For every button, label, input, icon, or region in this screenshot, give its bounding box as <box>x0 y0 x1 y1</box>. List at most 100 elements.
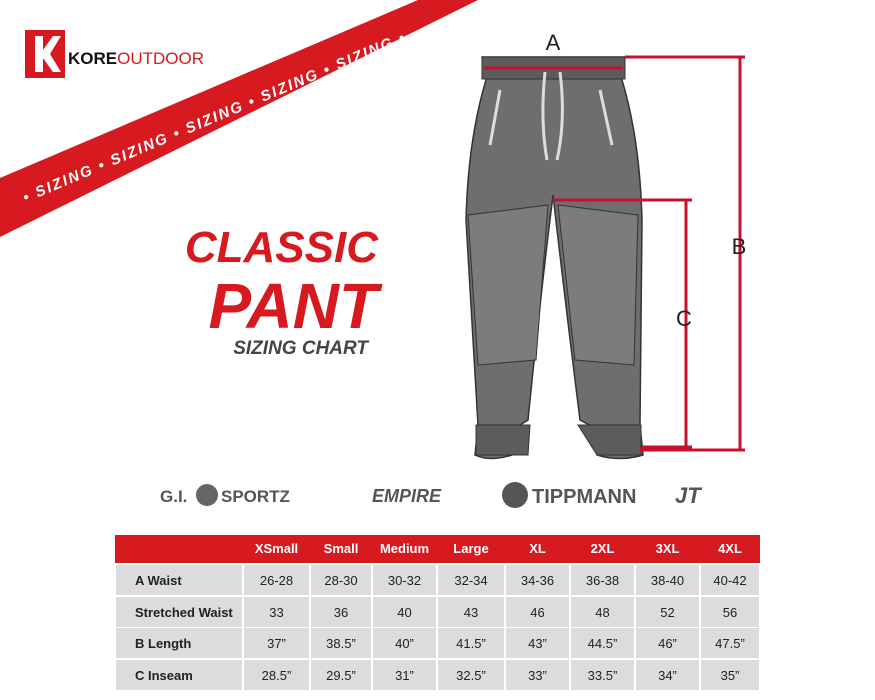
cell-bg <box>571 628 634 658</box>
cell-bg <box>373 628 436 658</box>
cell-bg <box>701 660 759 690</box>
column-header: Medium <box>380 541 429 556</box>
cell-bg <box>701 628 759 658</box>
cell: 33” <box>528 668 547 683</box>
cell: 40” <box>395 636 414 651</box>
title-line1: CLASSIC <box>185 223 379 272</box>
size-table: XSmall Small Medium Large XL 2XL 3XL 4XL A Waist… <box>115 535 760 700</box>
column-header: 4XL <box>718 541 742 556</box>
cell: 48 <box>595 605 609 620</box>
brand: TIPPMANN <box>532 486 636 508</box>
cell-bg <box>506 660 569 690</box>
pockets <box>488 89 614 146</box>
cell: 43” <box>528 636 547 651</box>
dimensions <box>484 55 745 452</box>
cell-bg <box>506 565 569 595</box>
row-label: B Length <box>135 636 191 651</box>
column-header: Small <box>324 541 359 556</box>
column-header: 3XL <box>656 541 680 556</box>
cell-bg <box>116 565 242 595</box>
cell: 43 <box>464 605 478 620</box>
column-header: Large <box>453 541 488 556</box>
brand-star <box>196 484 218 506</box>
cell: 41.5” <box>456 636 486 651</box>
banner-band <box>0 0 478 237</box>
cell: 30-32 <box>388 573 421 588</box>
cell-bg <box>438 660 504 690</box>
cell: 28-30 <box>324 573 357 588</box>
brand: JT <box>675 483 702 508</box>
cell: 40-42 <box>713 573 746 588</box>
cell-bg <box>311 597 371 627</box>
cell: 29.5” <box>326 668 356 683</box>
brand: G.I. <box>160 487 187 506</box>
logo-text: KOREOUTDOOR <box>68 49 204 68</box>
knee-panel-right <box>557 204 639 366</box>
cell-bg <box>244 597 309 627</box>
brand: EMPIRE <box>372 486 442 506</box>
brand: SPORTZ <box>221 487 290 506</box>
dim-label: A <box>546 30 561 55</box>
cell-bg <box>701 597 759 627</box>
cell: 36 <box>334 605 348 620</box>
cell: 34-36 <box>521 573 554 588</box>
cell-bg <box>373 597 436 627</box>
logo-k <box>35 36 61 72</box>
logo-suffix: OUTDOOR <box>117 49 204 68</box>
dim-label: B <box>732 234 747 259</box>
row-label: C Inseam <box>135 668 193 683</box>
cell-bg <box>311 628 371 658</box>
cell-bg <box>701 565 759 595</box>
dim-label: C <box>676 306 692 331</box>
cell: 32.5” <box>456 668 486 683</box>
cell: 33 <box>269 605 283 620</box>
cell-bg <box>636 565 699 595</box>
cell-bg <box>311 660 371 690</box>
cell-bg <box>373 565 436 595</box>
cell: 44.5” <box>588 636 618 651</box>
knee-panel-left <box>467 204 549 366</box>
cell-bg <box>636 660 699 690</box>
brand-icon <box>502 482 528 508</box>
column-header: XSmall <box>255 541 298 556</box>
cell: 52 <box>660 605 674 620</box>
cell: 35” <box>721 668 740 683</box>
cell-bg <box>116 597 242 627</box>
cell-bg <box>244 565 309 595</box>
cuffs <box>475 424 642 456</box>
cell: 46 <box>530 605 544 620</box>
cell-bg <box>373 660 436 690</box>
cell-bg <box>116 660 242 690</box>
column-header: XL <box>529 541 546 556</box>
cell-bg <box>311 565 371 595</box>
cell: 38-40 <box>651 573 684 588</box>
cell: 46” <box>658 636 677 651</box>
cell-bg <box>636 597 699 627</box>
title-line2: PANT <box>209 270 383 342</box>
cell: 37” <box>267 636 286 651</box>
cell: 36-38 <box>586 573 619 588</box>
drawstrings <box>541 71 564 161</box>
cell: 40 <box>397 605 411 620</box>
cell: 38.5” <box>326 636 356 651</box>
cell-bg <box>244 660 309 690</box>
cell-bg <box>116 628 242 658</box>
cell: 56 <box>723 605 737 620</box>
cell-bg <box>571 660 634 690</box>
cell: 28.5” <box>262 668 292 683</box>
cell-bg <box>636 628 699 658</box>
cell: 26-28 <box>260 573 293 588</box>
row-label: A Waist <box>135 573 182 588</box>
row-label: Stretched Waist <box>135 605 233 620</box>
header-row <box>115 535 760 563</box>
cell-bg <box>571 565 634 595</box>
cell-bg <box>506 597 569 627</box>
cell: 34” <box>658 668 677 683</box>
subtitle: SIZING CHART <box>233 338 369 359</box>
logo-brand: KORE <box>68 49 117 68</box>
cell-bg <box>438 565 504 595</box>
cell: 32-34 <box>454 573 487 588</box>
cell-bg <box>438 628 504 658</box>
cell: 47.5” <box>715 636 745 651</box>
